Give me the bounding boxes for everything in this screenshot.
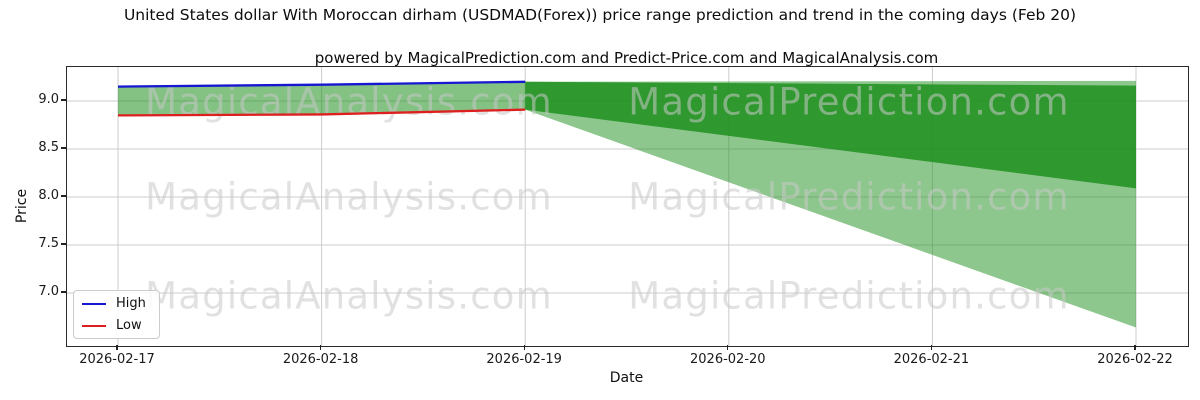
watermark-text: MagicalPrediction.com — [628, 275, 1069, 318]
x-tick-label: 2026-02-22 — [1097, 352, 1173, 367]
x-tick — [727, 345, 729, 350]
series-line-low — [117, 108, 526, 117]
watermark-text: MagicalAnalysis.com — [145, 275, 553, 318]
x-tick — [523, 345, 525, 350]
plot-area: MagicalAnalysis.com MagicalPrediction.com… — [66, 66, 1189, 347]
watermark-text: MagicalAnalysis.com — [145, 81, 553, 124]
y-tick — [61, 243, 66, 245]
x-axis-label: Date — [609, 370, 644, 386]
series-line-high — [117, 80, 526, 88]
legend-label-high: High — [116, 296, 146, 311]
x-tick-label: 2026-02-20 — [690, 352, 766, 367]
y-tick-label: 9.0 — [38, 92, 59, 107]
band-forecast-inner-range — [525, 81, 1136, 189]
legend-item-low: Low — [74, 317, 159, 335]
y-axis-label: Price — [14, 188, 30, 224]
y-tick — [61, 99, 66, 101]
x-tick-label: 2026-02-19 — [486, 352, 562, 367]
x-tick — [320, 345, 322, 350]
watermark-text: MagicalAnalysis.com — [145, 176, 553, 219]
x-tick-label: 2026-02-18 — [282, 352, 359, 367]
legend-label-low: Low — [116, 318, 142, 333]
x-tick — [1134, 345, 1136, 350]
y-tick-label: 8.5 — [38, 140, 59, 155]
chart-title: United States dollar With Moroccan dirha… — [123, 6, 1077, 24]
x-tick-label: 2026-02-21 — [893, 352, 970, 367]
price-chart-svg: MagicalAnalysis.com MagicalPrediction.com… — [67, 67, 1188, 346]
x-tick — [930, 345, 932, 350]
y-tick-label: 7.5 — [38, 236, 59, 251]
x-tick — [116, 345, 118, 350]
chart-subtitle: powered by MagicalPrediction.com and Pre… — [314, 49, 939, 67]
y-tick-label: 7.0 — [38, 284, 59, 299]
y-tick — [61, 291, 66, 293]
legend: High Low — [73, 290, 160, 339]
y-tick — [61, 147, 66, 149]
watermark-text: MagicalPrediction.com — [628, 176, 1069, 219]
x-tick-label: 2026-02-17 — [79, 352, 155, 367]
y-tick — [61, 195, 66, 197]
y-tick-label: 8.0 — [38, 188, 59, 203]
watermark-text: MagicalPrediction.com — [628, 81, 1069, 124]
band-history-high-low-range — [118, 81, 526, 116]
legend-line-low — [82, 324, 106, 327]
legend-line-high — [82, 302, 106, 305]
legend-item-high: High — [74, 295, 159, 313]
